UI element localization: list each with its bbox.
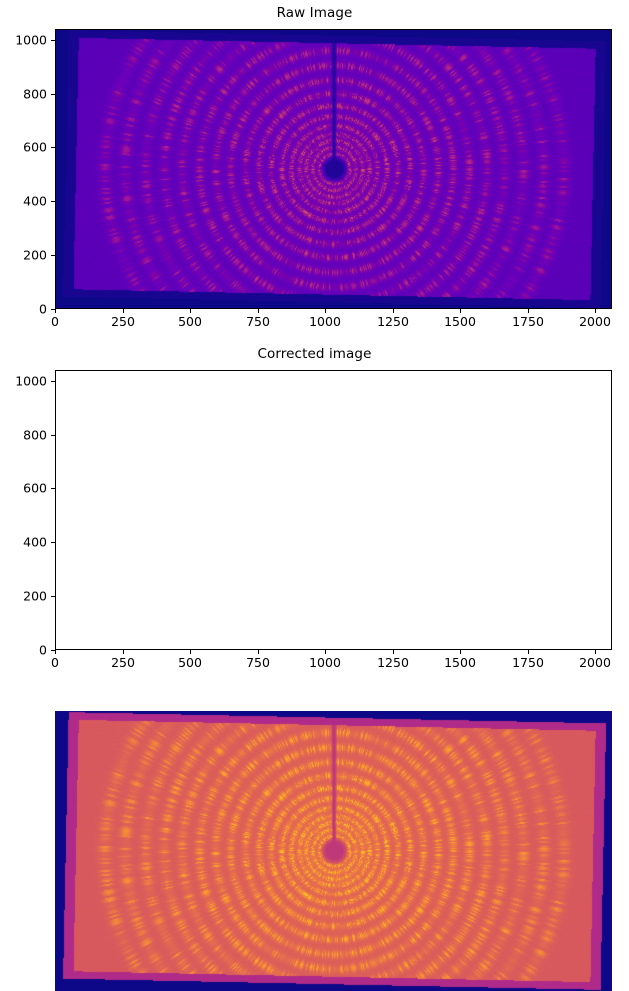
x-tick-label: 2000: [579, 655, 611, 670]
y-tick-label: 400: [23, 193, 47, 209]
x-tick-mark: [528, 309, 529, 313]
x-tick-label: 500: [178, 314, 202, 329]
y-tick-label: 0: [39, 301, 47, 317]
x-tick-label: 0: [51, 655, 59, 670]
x-tick-label: 2000: [579, 314, 611, 329]
y-tick-mark: [51, 309, 55, 310]
x-tick-label: 1250: [377, 314, 409, 329]
x-tick-mark: [123, 650, 124, 654]
diffraction-image-corrected: [55, 711, 612, 991]
x-tick-label: 250: [111, 314, 135, 329]
x-tick-mark: [258, 650, 259, 654]
x-tick-mark: [595, 309, 596, 313]
y-tick-label: 200: [23, 588, 47, 604]
y-tick-mark: [51, 94, 55, 95]
x-tick-mark: [460, 650, 461, 654]
axes-spine: [55, 649, 612, 650]
x-tick-label: 1500: [444, 314, 476, 329]
x-tick-label: 1250: [377, 655, 409, 670]
axes-spine: [611, 370, 612, 650]
x-tick-mark: [528, 650, 529, 654]
axes-spine: [55, 370, 56, 650]
y-tick-mark: [51, 381, 55, 382]
y-tick-mark: [51, 201, 55, 202]
x-tick-label: 250: [111, 655, 135, 670]
y-tick-label: 800: [23, 427, 47, 443]
y-tick-label: 1000: [15, 32, 47, 48]
diffraction-image-raw: [55, 29, 612, 309]
y-tick-label: 0: [39, 642, 47, 658]
x-tick-label: 1750: [512, 314, 544, 329]
axes-spine: [55, 370, 612, 371]
x-tick-label: 1000: [309, 314, 341, 329]
panel-title-raw: Raw Image: [276, 5, 353, 21]
x-tick-label: 0: [51, 314, 59, 329]
x-tick-mark: [55, 650, 56, 654]
x-tick-mark: [325, 650, 326, 654]
y-tick-label: 1000: [15, 373, 47, 389]
x-tick-label: 750: [246, 314, 270, 329]
axes-spine: [55, 29, 56, 309]
y-tick-mark: [51, 255, 55, 256]
x-tick-mark: [393, 309, 394, 313]
x-tick-label: 1000: [309, 655, 341, 670]
axes-spine: [55, 29, 612, 30]
x-tick-mark: [325, 309, 326, 313]
axes-corrected-image: [55, 711, 612, 991]
panel-corrected-image: Corrected image: [0, 341, 629, 991]
y-tick-label: 800: [23, 86, 47, 102]
y-tick-mark: [51, 542, 55, 543]
axes-raw-image: [55, 29, 612, 309]
axes-spine: [611, 29, 612, 309]
x-tick-label: 750: [246, 655, 270, 670]
y-tick-label: 600: [23, 139, 47, 155]
y-tick-label: 600: [23, 480, 47, 496]
y-tick-mark: [51, 596, 55, 597]
x-tick-mark: [595, 650, 596, 654]
x-tick-mark: [258, 309, 259, 313]
x-tick-mark: [393, 650, 394, 654]
x-tick-mark: [190, 309, 191, 313]
panel-raw-image: Raw Image: [0, 0, 629, 341]
y-tick-mark: [51, 650, 55, 651]
x-tick-mark: [190, 650, 191, 654]
y-tick-mark: [51, 40, 55, 41]
axes-spine: [55, 308, 612, 309]
y-tick-mark: [51, 147, 55, 148]
x-tick-mark: [123, 309, 124, 313]
x-tick-label: 1500: [444, 655, 476, 670]
x-tick-mark: [460, 309, 461, 313]
y-tick-mark: [51, 435, 55, 436]
panel-title-corrected: Corrected image: [257, 346, 372, 362]
y-tick-mark: [51, 488, 55, 489]
y-tick-label: 200: [23, 247, 47, 263]
y-tick-label: 400: [23, 534, 47, 550]
x-tick-mark: [55, 309, 56, 313]
x-tick-label: 1750: [512, 655, 544, 670]
x-tick-label: 500: [178, 655, 202, 670]
